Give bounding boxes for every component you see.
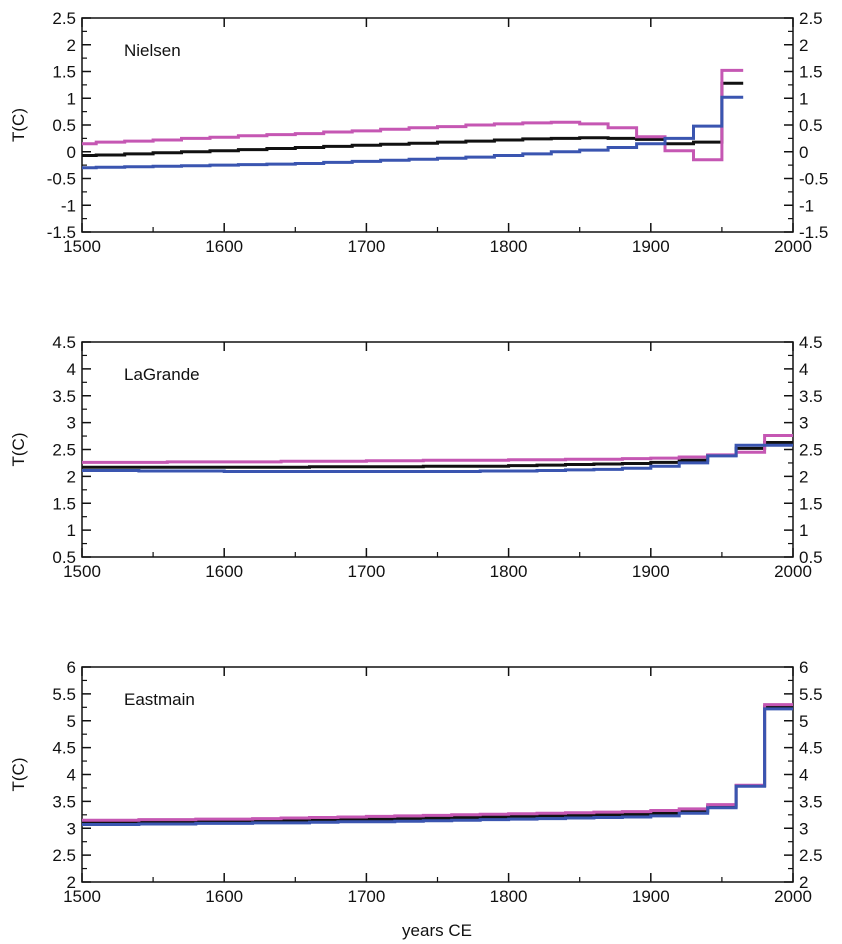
- series-line-2: [82, 707, 793, 826]
- y-tick-label-right: 1: [799, 521, 808, 540]
- y-tick-label-right: 0.5: [799, 548, 823, 567]
- y-tick-label-left: 1: [67, 521, 76, 540]
- y-tick-label-left: -1.5: [47, 223, 76, 242]
- y-tick-label-left: 1.5: [52, 494, 76, 513]
- y-tick-label-left: 4.5: [52, 739, 76, 758]
- y-tick-label-left: 0.5: [52, 116, 76, 135]
- y-axis-label: T(C): [9, 433, 28, 467]
- y-tick-label-left: 3.5: [52, 792, 76, 811]
- y-tick-label-right: 1: [799, 89, 808, 108]
- plot-frame: [81, 17, 794, 233]
- y-tick-label-left: 6: [67, 658, 76, 677]
- y-tick-label-right: 2.5: [799, 441, 823, 460]
- y-tick-label-left: 5: [67, 712, 76, 731]
- y-tick-label-left: 4.5: [52, 333, 76, 352]
- y-tick-label-right: 3: [799, 414, 808, 433]
- x-tick-label: 1700: [347, 237, 385, 256]
- series-line-0: [82, 81, 744, 157]
- y-tick-label-right: 4.5: [799, 333, 823, 352]
- series-line-0: [82, 441, 793, 469]
- panel-title: Nielsen: [124, 41, 181, 60]
- y-tick-label-right: -1.5: [799, 223, 828, 242]
- x-tick-label: 1900: [632, 237, 670, 256]
- series-line-1: [82, 434, 793, 464]
- series-line-1: [82, 68, 744, 162]
- y-tick-label-right: -0.5: [799, 170, 828, 189]
- y-tick-label-right: 2.5: [799, 9, 823, 28]
- y-tick-label-right: 5.5: [799, 685, 823, 704]
- y-tick-label-left: 4: [67, 360, 76, 379]
- y-tick-label-left: 3: [67, 819, 76, 838]
- x-tick-label: 1500: [63, 562, 101, 581]
- x-tick-label: 2000: [774, 562, 812, 581]
- y-tick-label-right: 1.5: [799, 63, 823, 82]
- x-tick-label: 1700: [347, 562, 385, 581]
- x-tick-label: 1800: [490, 887, 528, 906]
- y-tick-label-left: 0: [67, 143, 76, 162]
- y-tick-label-left: -0.5: [47, 170, 76, 189]
- y-tick-label-right: 3.5: [799, 792, 823, 811]
- y-tick-label-left: 1: [67, 89, 76, 108]
- y-axis-label: T(C): [9, 108, 28, 142]
- y-tick-label-right: 1.5: [799, 494, 823, 513]
- x-tick-label: 1600: [205, 562, 243, 581]
- y-tick-label-right: 2.5: [799, 846, 823, 865]
- x-tick-label: 1800: [490, 562, 528, 581]
- y-tick-label-right: 5: [799, 712, 808, 731]
- x-tick-label: 1600: [205, 237, 243, 256]
- x-tick-label: 1900: [632, 887, 670, 906]
- y-tick-label-left: 3: [67, 414, 76, 433]
- y-tick-label-left: 2.5: [52, 9, 76, 28]
- x-tick-label: 1700: [347, 887, 385, 906]
- y-tick-label-right: 3: [799, 819, 808, 838]
- y-tick-label-right: 2: [799, 36, 808, 55]
- y-tick-label-left: 3.5: [52, 387, 76, 406]
- y-tick-label-right: 0: [799, 143, 808, 162]
- y-tick-label-left: 2.5: [52, 441, 76, 460]
- y-tick-label-left: 2: [67, 873, 76, 892]
- y-tick-label-left: 2: [67, 467, 76, 486]
- y-tick-label-right: 4: [799, 766, 808, 785]
- y-tick-label-right: 2: [799, 467, 808, 486]
- x-tick-label: 1500: [63, 237, 101, 256]
- series-line-1: [82, 703, 793, 822]
- panel-title: LaGrande: [124, 365, 200, 384]
- y-tick-label-left: 2: [67, 36, 76, 55]
- series-line-2: [82, 95, 744, 170]
- y-tick-label-right: 3.5: [799, 387, 823, 406]
- y-tick-label-right: 2: [799, 873, 808, 892]
- y-tick-label-left: 0.5: [52, 548, 76, 567]
- y-axis-label: T(C): [9, 758, 28, 792]
- series-line-0: [82, 705, 793, 825]
- x-tick-label: 2000: [774, 237, 812, 256]
- chart-panel-nielsen: 1500 1600 1700 1800 1900 2000-1.5 -1.5-1 -1-0.5…: [9, 9, 828, 256]
- x-tick-label: 2000: [774, 887, 812, 906]
- x-tick-label: 1600: [205, 887, 243, 906]
- y-tick-label-right: 0.5: [799, 116, 823, 135]
- y-tick-label-right: -1: [799, 196, 814, 215]
- x-tick-label: 1800: [490, 237, 528, 256]
- y-tick-label-left: 5.5: [52, 685, 76, 704]
- y-tick-label-left: 2.5: [52, 846, 76, 865]
- panel-title: Eastmain: [124, 690, 195, 709]
- series-line-2: [82, 443, 793, 473]
- x-tick-label: 1500: [63, 887, 101, 906]
- y-tick-label-left: 1.5: [52, 63, 76, 82]
- y-tick-label-left: 4: [67, 766, 76, 785]
- y-tick-label-right: 4: [799, 360, 808, 379]
- y-tick-label-right: 4.5: [799, 739, 823, 758]
- y-tick-label-right: 6: [799, 658, 808, 677]
- x-tick-label: 1900: [632, 562, 670, 581]
- x-axis-label: years CE: [402, 921, 472, 940]
- y-tick-label-left: -1: [61, 196, 76, 215]
